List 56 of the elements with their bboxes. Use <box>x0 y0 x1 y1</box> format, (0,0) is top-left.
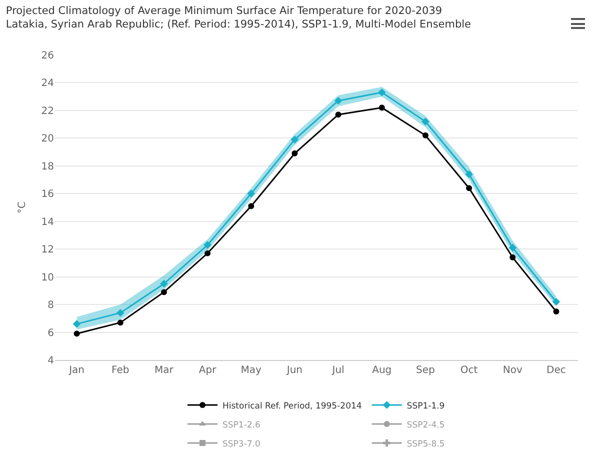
y-tick-label: 26 <box>41 50 54 62</box>
x-tick-label: Dec <box>546 365 566 376</box>
x-tick-label: Nov <box>502 365 522 376</box>
x-tick-label: Jan <box>68 365 84 376</box>
point <box>204 250 211 256</box>
point <box>465 170 473 178</box>
y-tick-label: 6 <box>48 328 54 339</box>
legend-label: SSP1-1.9 <box>406 401 445 412</box>
x-tick-label: Jul <box>331 365 344 376</box>
y-tick-label: 22 <box>41 106 54 117</box>
point <box>334 96 342 105</box>
point <box>248 203 254 210</box>
x-tick-label: Apr <box>198 365 218 376</box>
point <box>466 185 472 192</box>
y-tick-label: 20 <box>41 134 54 145</box>
point <box>510 254 516 260</box>
y-axis-title: °C <box>17 201 28 214</box>
y-tick-label: 14 <box>41 216 54 228</box>
y-tick-label: 24 <box>41 78 54 90</box>
legend-label: SSP5-8.5 <box>406 439 445 450</box>
y-tick-label: 18 <box>41 161 54 172</box>
x-tick-label: Aug <box>372 365 392 376</box>
point <box>378 88 386 96</box>
legend-label: SSP3-7.0 <box>222 439 260 450</box>
y-tick-label: 4 <box>48 356 54 366</box>
point <box>292 150 298 156</box>
x-tick-label: Sep <box>416 365 435 376</box>
point <box>422 118 430 126</box>
point <box>552 298 560 306</box>
y-tick-label: 8 <box>48 300 54 312</box>
point <box>553 308 560 314</box>
legend-label: Historical Ref. Period, 1995-2014 <box>222 401 362 412</box>
legend-label: SSP1-2.6 <box>222 420 260 430</box>
x-tick-label: Oct <box>460 365 478 376</box>
point <box>422 132 428 138</box>
point <box>72 320 81 328</box>
point <box>204 241 212 249</box>
x-tick-label: Feb <box>112 365 130 376</box>
point <box>160 289 167 296</box>
point <box>160 280 168 288</box>
x-tick-label: May <box>240 365 262 376</box>
point <box>117 320 124 326</box>
x-tick-label: Jun <box>286 365 303 376</box>
point <box>378 104 385 111</box>
point <box>74 330 80 337</box>
y-tick-label: 10 <box>41 272 54 284</box>
point <box>247 190 256 198</box>
point <box>335 112 342 118</box>
y-tick-label: 16 <box>41 189 54 200</box>
point <box>116 308 124 317</box>
point <box>290 136 299 144</box>
x-tick-label: Mar <box>154 365 174 376</box>
point <box>508 244 517 252</box>
legend-label: SSP2-4.5 <box>406 420 445 430</box>
y-tick-label: 12 <box>41 244 54 256</box>
chart-title: Projected Climatology of Average Minimum Surface Air Temperature for 2020-2039 Latakia, Syrian Arab Republic; (Ref. Period: 1995-2014), SSP1-1.9, Multi-Model Ensemble <box>6 5 472 31</box>
